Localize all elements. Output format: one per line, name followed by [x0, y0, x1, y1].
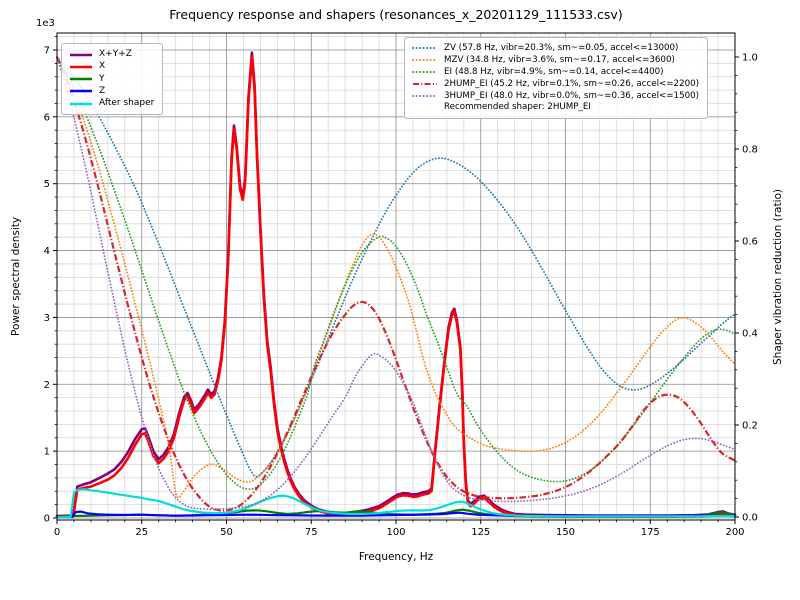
y-right-tick-label: 0.6	[742, 237, 758, 248]
series-shaper-zv	[56, 56, 736, 478]
x-tick-label: 50	[220, 527, 233, 538]
series-shaper-ei	[56, 56, 736, 490]
legend-shapers: ZV (57.8 Hz, vibr=20.3%, sm~=0.05, accel…	[404, 37, 709, 120]
y-left-tick-label: 1	[44, 447, 50, 458]
y-left-tick-label: 7	[44, 46, 50, 57]
legend-label: Y	[99, 73, 105, 84]
x-axis-label: Frequency, Hz	[358, 551, 434, 563]
x-tick-label: 175	[641, 527, 660, 538]
grid-minor	[57, 33, 735, 520]
legend-item-ei: EI (48.8 Hz, vibr=4.9%, sm~=0.14, accel<…	[412, 67, 699, 78]
legend-label: X+Y+Z	[99, 49, 132, 59]
legend-label: 3HUMP_EI (48.0 Hz, vibr=0.0%, sm~=0.36, …	[444, 90, 700, 101]
y-axis-label-left: Power spectral density	[10, 216, 22, 337]
legend-item-after-shaper: After shaper	[69, 98, 154, 109]
y-right-tick-label: 0.8	[742, 145, 758, 156]
x-tick-label: 75	[305, 527, 318, 538]
y-left-tick-label: 3	[44, 313, 50, 324]
ticks: 0 25 50 75 100 125 150 175 200 0 1 2 3 4 5 6 7 0.0 0.2 0.4 0…	[44, 36, 758, 538]
dotted-line-swatch	[412, 71, 438, 74]
chart-title: Frequency response and shapers (resonanc…	[169, 7, 623, 22]
legend-item-x-y-z: X+Y+Z	[69, 49, 154, 60]
series-shaper-mzv	[56, 56, 736, 499]
legend-recommended-shaper: Recommended shaper: 2HUMP_EI	[412, 102, 699, 113]
series-psd-after-shaper	[55, 488, 737, 519]
y-right-tick-label: 0.0	[742, 513, 758, 524]
legend-label: Z	[99, 85, 106, 96]
legend-item-mzv: MZV (34.8 Hz, vibr=3.6%, sm~=0.17, accel…	[412, 55, 699, 66]
dotted-line-swatch	[412, 59, 438, 62]
x-tick-label: 25	[135, 527, 148, 538]
legend-label: X	[99, 61, 106, 72]
series-shaper-2hump-ei	[55, 56, 736, 512]
solid-line-swatch	[70, 65, 92, 69]
legend-label: ZV (57.8 Hz, vibr=20.3%, sm~=0.05, accel…	[444, 43, 679, 53]
legend-label: EI (48.8 Hz, vibr=4.9%, sm~=0.14, accel<…	[444, 66, 664, 77]
recommended-shaper-text: Recommended shaper: 2HUMP_EI	[444, 102, 591, 113]
legend-item-3hump-ei: 3HUMP_EI (48.0 Hz, vibr=0.0%, sm~=0.36, …	[412, 91, 699, 102]
legend-label: After shaper	[99, 98, 155, 108]
dashdot-line-swatch	[413, 83, 437, 86]
y-left-tick-label: 5	[44, 179, 50, 190]
dotted-line-swatch	[412, 94, 438, 97]
y-left-tick-label: 4	[44, 246, 50, 257]
legend-psd: X+Y+Z X Y Z After shaper	[61, 43, 164, 116]
legend-label: 2HUMP_EI (45.2 Hz, vibr=0.1%, sm~=0.26, …	[444, 78, 700, 89]
legend-item-x: X	[69, 61, 154, 72]
legend-item-2hump-ei: 2HUMP_EI (45.2 Hz, vibr=0.1%, sm~=0.26, …	[412, 79, 699, 90]
x-tick-label: 125	[471, 527, 490, 538]
y-left-tick-label: 6	[44, 112, 50, 123]
y-right-tick-label: 1.0	[742, 53, 758, 64]
dotted-line-swatch	[412, 47, 438, 50]
x-tick-label: 100	[386, 527, 405, 538]
y-right-tick-label: 0.4	[742, 329, 758, 340]
series-shaper-3hump-ei	[56, 56, 736, 511]
y-right-tick-label: 0.2	[742, 421, 758, 432]
solid-line-swatch	[70, 102, 92, 105]
solid-line-swatch	[70, 77, 92, 81]
legend-label: MZV (34.8 Hz, vibr=3.6%, sm~=0.17, accel…	[444, 54, 675, 65]
y-axis-offset-label: 1e3	[36, 18, 55, 29]
y-left-tick-label: 0	[44, 514, 50, 525]
legend-item-y: Y	[69, 74, 154, 85]
legend-item-zv: ZV (57.8 Hz, vibr=20.3%, sm~=0.05, accel…	[412, 43, 699, 54]
y-left-tick-label: 2	[44, 380, 50, 391]
x-tick-label: 200	[725, 527, 744, 538]
solid-line-swatch	[70, 90, 92, 93]
y-axis-label-right: Shaper vibration reduction (ratio)	[772, 188, 784, 365]
x-tick-label: 0	[54, 527, 60, 538]
x-tick-label: 150	[556, 527, 575, 538]
series-psd-x	[55, 55, 737, 518]
series	[55, 51, 737, 519]
legend-spacer	[412, 104, 438, 112]
solid-line-swatch	[70, 53, 92, 56]
legend-item-z: Z	[69, 86, 154, 97]
